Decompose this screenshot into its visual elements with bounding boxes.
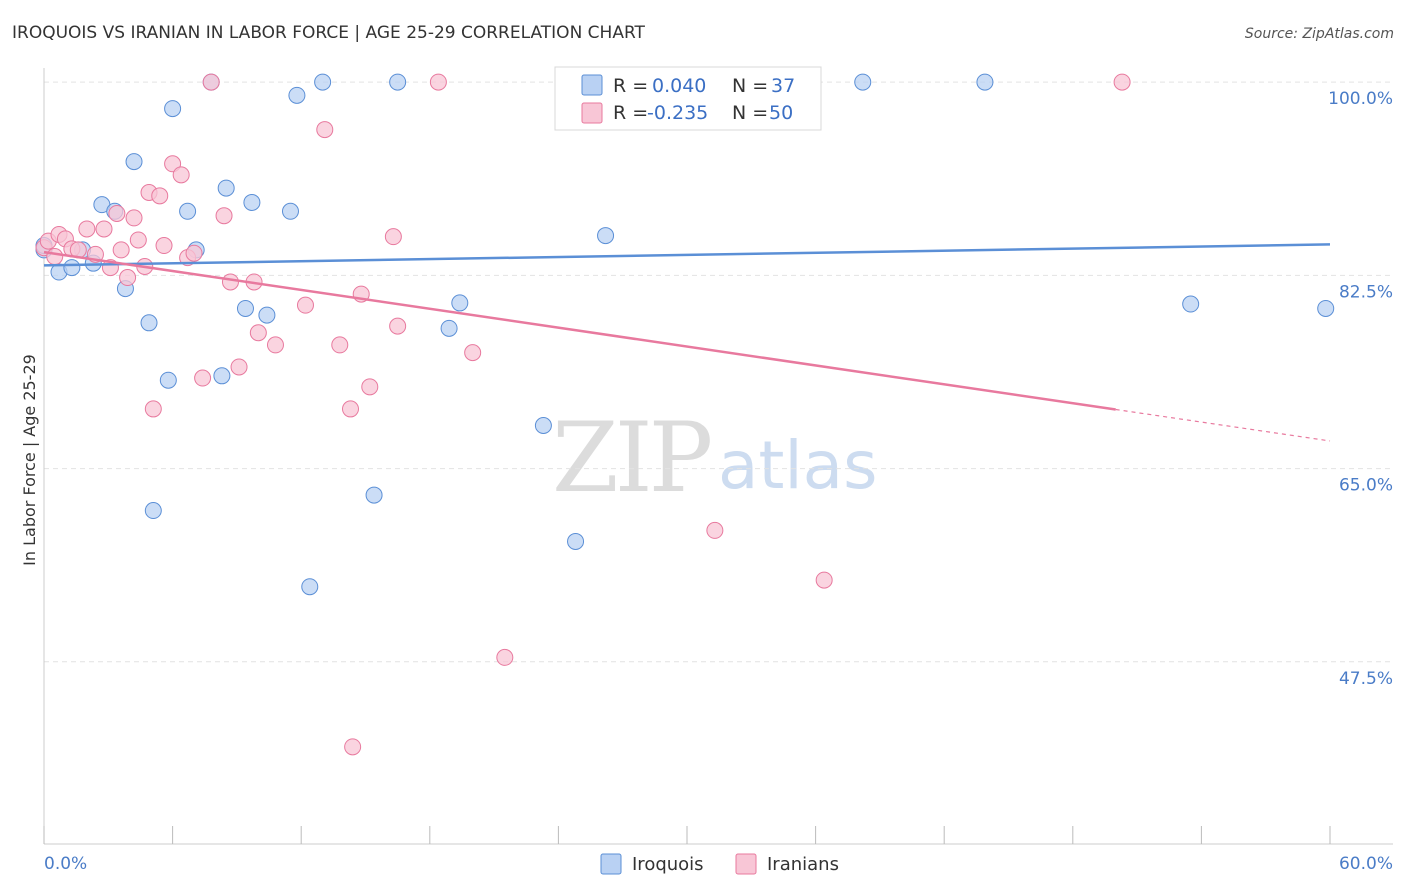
point-iranians (361, 378, 379, 396)
point-iranians (384, 228, 402, 246)
point-iranians (706, 521, 724, 539)
point-iranians (429, 73, 447, 91)
legend-swatch-iroquois (581, 74, 603, 96)
point-iroquois (451, 294, 469, 312)
point-iranians (341, 400, 359, 418)
y-tick-label: 82.5% (1339, 282, 1393, 302)
series-legend: Iroquois Iranians (600, 853, 839, 875)
point-iranians (464, 344, 482, 362)
point-iroquois (217, 179, 235, 197)
point-iroquois (854, 73, 872, 91)
point-iranians (144, 400, 162, 418)
y-tick-label: 100.0% (1328, 89, 1393, 109)
series-label-iranians: Iranians (767, 854, 839, 875)
point-iranians (119, 269, 137, 287)
point-iroquois (301, 578, 319, 596)
point-iranians (155, 237, 173, 255)
point-iranians (215, 207, 233, 225)
point-iroquois (243, 193, 261, 211)
point-iroquois (213, 367, 231, 385)
point-iranians (125, 209, 143, 227)
point-iroquois (314, 73, 332, 91)
point-iranians (194, 369, 212, 387)
point-iranians (331, 336, 349, 354)
point-iranians (815, 571, 833, 589)
point-iranians (296, 296, 314, 314)
point-iranians (46, 248, 64, 266)
point-iroquois (125, 153, 143, 171)
point-iroquois (159, 371, 177, 389)
gridlines (44, 81, 1392, 663)
point-iranians (496, 648, 514, 666)
point-iroquois (976, 73, 994, 91)
point-iranians (389, 317, 407, 335)
point-iroquois (144, 502, 162, 520)
point-iroquois (164, 100, 182, 118)
x-tick-max: 60.0% (1339, 854, 1393, 874)
point-iroquois (179, 202, 197, 220)
point-iranians (151, 187, 169, 205)
correlation-legend: R = 0.040 N = 37 R = -0.235 N = 50 (554, 66, 822, 131)
legend-n-label-2: N = (732, 102, 768, 124)
point-iroquois (258, 306, 276, 324)
point-iranians (221, 273, 239, 291)
point-iranians (230, 358, 248, 376)
trend-line-iranians (43, 250, 1116, 411)
point-iranians (78, 220, 96, 238)
legend-r-value-2: -0.235 (647, 102, 708, 124)
y-tick-labels: 100.0% 82.5% 65.0% 47.5% (1328, 89, 1393, 689)
trend-line-extension-iranians (1115, 408, 1331, 442)
watermark: ZIP atlas (552, 402, 878, 514)
chart-source: Source: ZipAtlas.com (1245, 26, 1394, 42)
y-tick-label: 47.5% (1339, 669, 1393, 689)
point-iranians (344, 738, 362, 756)
point-iranians (129, 231, 147, 249)
point-iroquois (140, 314, 158, 332)
series-label-iroquois: Iroquois (632, 854, 704, 875)
point-iroquois (281, 202, 299, 220)
point-iroquois (534, 416, 552, 434)
axes (43, 68, 1393, 845)
series-swatch-iroquois (600, 853, 622, 875)
watermark-zip: ZIP (552, 402, 711, 514)
series-swatch-iranians (735, 853, 757, 875)
point-iroquois (236, 299, 254, 317)
point-iroquois (567, 532, 585, 550)
legend-n-label-1: N = (732, 75, 768, 97)
point-iranians (112, 241, 130, 259)
point-iranians (95, 220, 113, 238)
point-iranians (185, 244, 203, 262)
watermark-atlas: atlas (718, 427, 878, 504)
point-iranians (266, 336, 284, 354)
trend-lines (43, 243, 1331, 442)
legend-r-label-1: R = (613, 75, 648, 97)
y-tick-label: 65.0% (1339, 476, 1393, 496)
point-iroquois (597, 227, 615, 245)
point-iranians (108, 204, 126, 222)
point-iroquois (63, 259, 81, 277)
trend-line-iroquois (43, 243, 1331, 267)
point-iranians (202, 73, 220, 91)
point-iranians (172, 166, 190, 184)
point-iroquois (1182, 295, 1200, 313)
legend-swatch-iranians (581, 102, 603, 124)
x-tick-min: 0.0% (44, 854, 87, 874)
legend-r-label-2: R = (613, 102, 648, 124)
point-iranians (249, 324, 267, 342)
point-iroquois (389, 73, 407, 91)
point-iranians (316, 121, 334, 139)
legend-n-value-2: 50 (769, 102, 793, 124)
point-iroquois (365, 486, 383, 504)
scatter-points (35, 73, 1335, 756)
legend-n-value-1: 37 (771, 75, 795, 97)
point-iroquois (440, 319, 458, 337)
point-iroquois (288, 86, 306, 104)
point-iroquois (1317, 299, 1335, 317)
legend-r-value-1: 0.040 (652, 75, 706, 97)
chart-title: IROQUOIS VS IRANIAN IN LABOR FORCE | AGE… (12, 23, 646, 43)
point-iranians (1113, 73, 1131, 91)
y-axis-label: In Labor Force | Age 25-29 (20, 354, 39, 566)
